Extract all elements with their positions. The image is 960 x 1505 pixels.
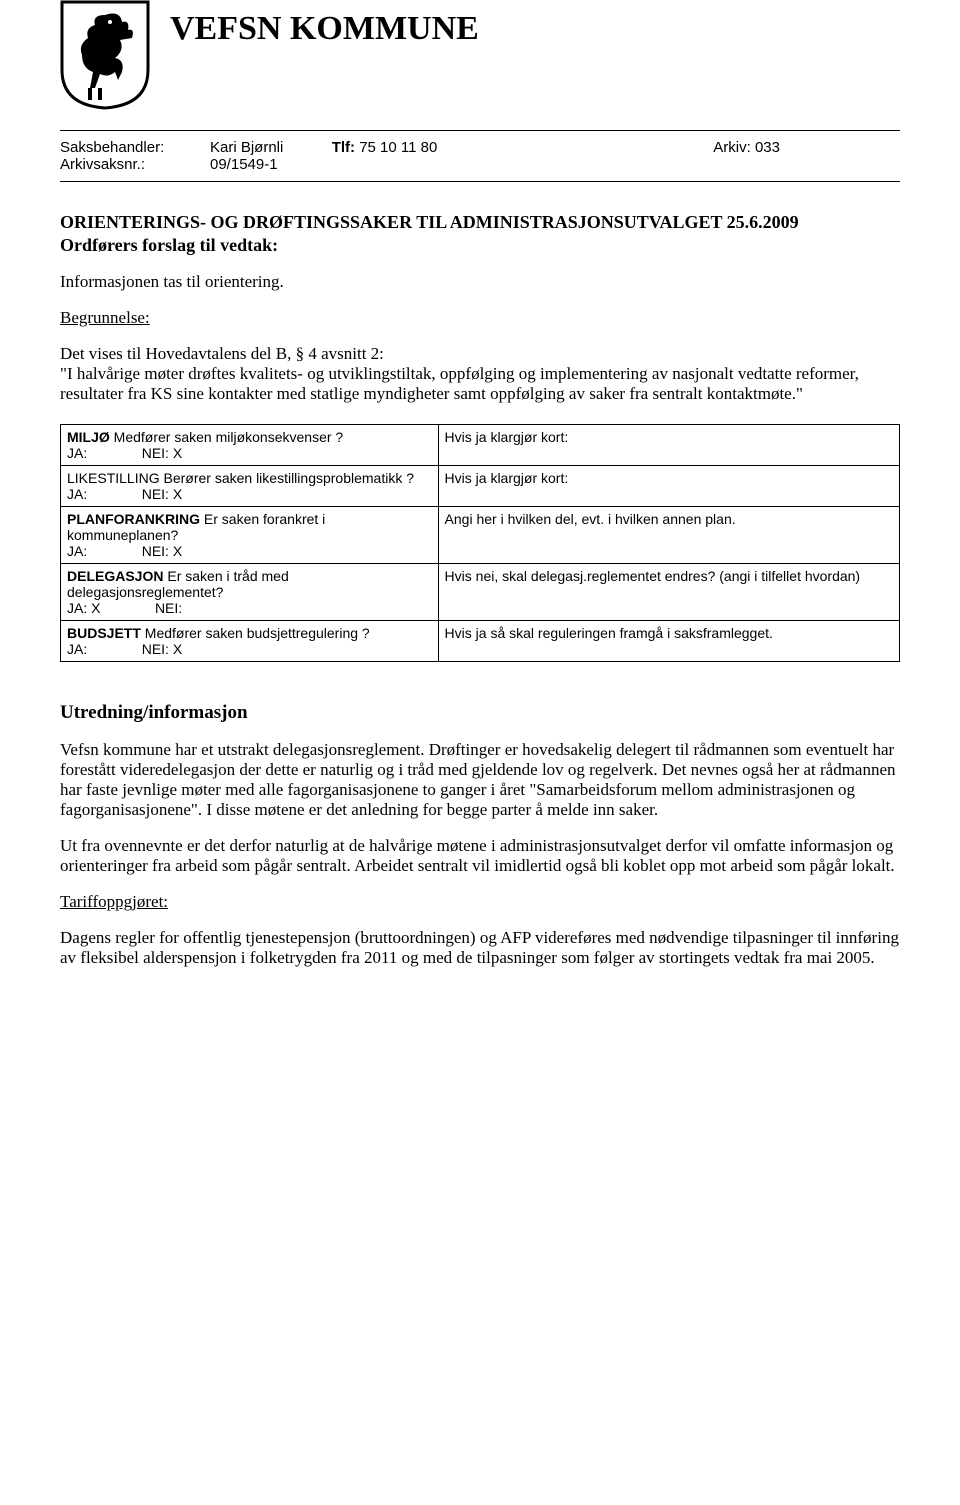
document-title: ORIENTERINGS- OG DRØFTINGSSAKER TIL ADMI… — [60, 212, 900, 233]
crest-icon — [60, 0, 150, 110]
arkiv-label: Arkiv: 033 — [713, 139, 780, 156]
arkivsaksnr-label: Arkivsaksnr.: — [60, 156, 210, 173]
eval-answer-cell: Angi her i hvilken del, evt. i hvilken a… — [438, 507, 899, 564]
eval-answer-cell: Hvis ja klargjør kort: — [438, 466, 899, 507]
intro-text: Informasjonen tas til orientering. — [60, 272, 900, 292]
utredning-p2: Ut fra ovennevnte er det derfor naturlig… — [60, 836, 900, 876]
eval-question-cell: LIKESTILLING Berører saken likestillings… — [61, 466, 439, 507]
eval-answer-cell: Hvis ja klargjør kort: — [438, 425, 899, 466]
eval-question-cell: DELEGASJON Er saken i tråd med delegasjo… — [61, 564, 439, 621]
eval-answer-cell: Hvis nei, skal delegasj.reglementet endr… — [438, 564, 899, 621]
saksbehandler-value: Kari Bjørnli — [210, 139, 283, 156]
evaluation-table: MILJØ Medfører saken miljøkonsekvenser ?… — [60, 424, 900, 662]
utredning-heading: Utredning/informasjon — [60, 702, 900, 724]
eval-question-cell: BUDSJETT Medfører saken budsjettreguleri… — [61, 621, 439, 662]
subheading-vedtak: Ordførers forslag til vedtak: — [60, 235, 900, 256]
meta-block: Saksbehandler: Kari Bjørnli Tlf: 75 10 1… — [60, 130, 900, 182]
eval-question-cell: MILJØ Medfører saken miljøkonsekvenser ?… — [61, 425, 439, 466]
eval-question-cell: PLANFORANKRING Er saken forankret i komm… — [61, 507, 439, 564]
kommune-title: VEFSN KOMMUNE — [170, 10, 479, 48]
saksbehandler-label: Saksbehandler: — [60, 139, 210, 156]
tlf-label: Tlf: — [323, 139, 355, 156]
tlf-value: 75 10 11 80 — [355, 139, 437, 156]
begrunnelse-body: Det vises til Hovedavtalens del B, § 4 a… — [60, 344, 900, 404]
begrunnelse-label: Begrunnelse: — [60, 308, 900, 328]
tariff-label: Tariffoppgjøret: — [60, 892, 900, 912]
eval-answer-cell: Hvis ja så skal reguleringen framgå i sa… — [438, 621, 899, 662]
utredning-p3: Dagens regler for offentlig tjenestepens… — [60, 928, 900, 968]
utredning-p1: Vefsn kommune har et utstrakt delegasjon… — [60, 740, 900, 820]
document-header: VEFSN KOMMUNE — [60, 0, 900, 110]
arkivsaksnr-value: 09/1549-1 — [210, 156, 278, 173]
